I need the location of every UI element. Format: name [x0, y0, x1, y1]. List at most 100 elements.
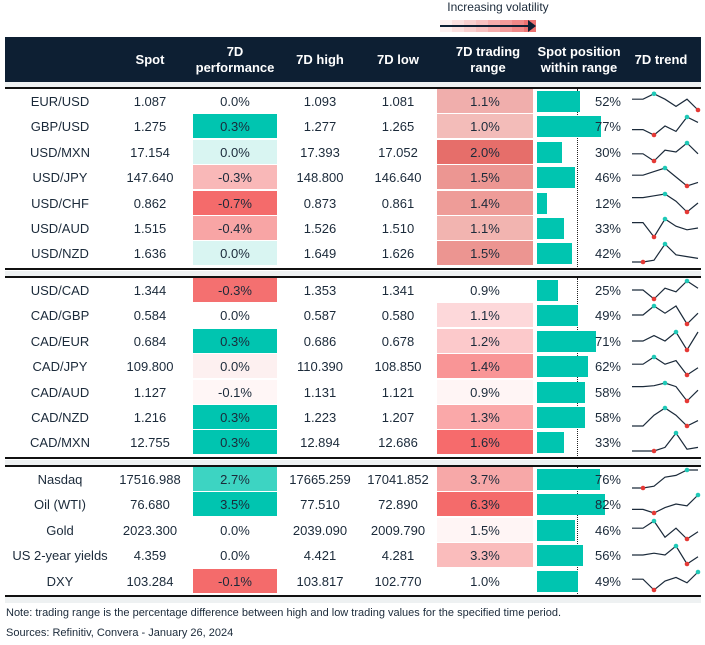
trend-sparkline	[632, 431, 699, 454]
position-value: 49%	[594, 573, 621, 589]
range-value: 1.1%	[437, 89, 533, 113]
col-low: 7D low	[377, 51, 419, 67]
trend-line	[632, 93, 699, 111]
trend-sparkline	[632, 354, 699, 378]
position-value: 71%	[594, 333, 621, 349]
trend-max-dot	[662, 380, 668, 385]
trend-max-dot	[662, 191, 668, 196]
trend-min-dot	[684, 398, 690, 403]
trend-min-dot	[684, 536, 690, 542]
trend-line	[632, 494, 699, 515]
spot-value: 17516.988	[119, 472, 181, 487]
instrument-name: CAD/GBP	[30, 308, 90, 324]
volatility-legend-label: Increasing volatility	[447, 0, 549, 14]
low-value: 2009.790	[370, 522, 426, 538]
spot-value: 2023.300	[122, 522, 178, 538]
trend-min-dot	[684, 347, 690, 353]
low-value: 146.640	[374, 170, 422, 186]
spot-value: 1.344	[133, 283, 167, 298]
position-bar	[537, 305, 578, 327]
trend-sparkline	[632, 380, 699, 403]
position-value: 58%	[594, 384, 621, 400]
trend-line	[632, 192, 699, 213]
low-value: 17041.852	[367, 472, 429, 487]
range-value: 1.1%	[437, 303, 533, 328]
spot-value: 103.284	[126, 573, 174, 589]
table-row: CAD/EUR 0.684 0.3% 0.686 0.678 1.2% 71%	[5, 328, 701, 354]
table-row: EUR/USD 1.087 0.0% 1.093 1.081 1.1% 52%	[5, 89, 701, 114]
performance-value: 0.0%	[193, 354, 277, 379]
performance-value: 0.3%	[193, 405, 277, 429]
table-row: USD/CAD 1.344 -0.3% 1.353 1.341 0.9% 25%	[5, 278, 701, 303]
low-value: 17.052	[378, 144, 418, 160]
low-value: 102.770	[374, 573, 422, 589]
col-performance: 7D performance	[195, 43, 275, 75]
instrument-name: CAD/JPY	[32, 359, 88, 375]
trend-max-dot	[684, 278, 690, 284]
midpoint-line	[577, 467, 578, 594]
performance-value: 2.7%	[193, 467, 277, 491]
high-value: 148.800	[296, 170, 344, 186]
instrument-name: USD/MXN	[30, 144, 90, 160]
group-spacer	[5, 460, 701, 467]
low-value: 1.510	[381, 221, 415, 236]
trend-line	[632, 407, 699, 427]
group-spacer	[5, 82, 701, 89]
trend-min-dot	[684, 561, 690, 567]
trend-min-dot	[684, 322, 690, 327]
trend-max-dot	[673, 543, 679, 549]
trend-max-dot	[662, 405, 668, 411]
range-value: 3.7%	[437, 467, 533, 491]
table-row: Nasdaq 17516.988 2.7% 17665.259 17041.852 3.7…	[5, 467, 701, 492]
range-value: 0.9%	[437, 278, 533, 302]
position-value: 76%	[594, 472, 621, 487]
position-bar	[537, 494, 606, 516]
high-value: 1.353	[303, 283, 337, 298]
col-trend: 7D trend	[634, 51, 688, 67]
range-value: 1.5%	[437, 517, 533, 542]
position-value: 49%	[594, 308, 621, 324]
instrument-name: Gold	[46, 522, 74, 538]
trend-sparkline	[632, 329, 699, 353]
performance-value: 0.3%	[193, 430, 277, 455]
trend-max-dot	[684, 140, 690, 146]
table-row: USD/NZD 1.636 0.0% 1.649 1.626 1.5% 42%	[5, 241, 701, 266]
spot-value: 0.584	[133, 308, 167, 324]
position-bar	[537, 218, 565, 239]
high-value: 17.393	[300, 144, 340, 160]
trend-max-dot	[673, 329, 679, 335]
midpoint-line	[577, 89, 578, 267]
spot-value: 0.684	[133, 333, 167, 349]
instrument-name: CAD/EUR	[30, 333, 90, 349]
high-value: 4.421	[303, 548, 337, 564]
trend-line	[632, 218, 699, 239]
range-value: 1.0%	[437, 114, 533, 139]
performance-value: 0.3%	[193, 114, 277, 139]
low-value: 108.850	[374, 359, 422, 375]
trend-min-dot	[651, 511, 657, 516]
group-spacer	[5, 597, 701, 603]
range-value: 3.3%	[437, 543, 533, 568]
range-value: 0.9%	[437, 379, 533, 404]
instrument-name: USD/CAD	[30, 283, 90, 298]
position-value: 33%	[594, 435, 621, 451]
instrument-name: CAD/AUD	[30, 384, 90, 400]
position-value: 30%	[594, 144, 621, 160]
range-value: 1.5%	[437, 241, 533, 266]
trend-min-dot	[651, 296, 657, 302]
position-value: 46%	[594, 522, 621, 538]
position-value: 82%	[594, 497, 621, 513]
spot-value: 76.680	[130, 497, 170, 513]
position-value: 62%	[594, 359, 621, 375]
instrument-name: CAD/NZD	[31, 410, 89, 425]
performance-value: -0.3%	[193, 278, 277, 302]
instrument-name: USD/CHF	[31, 195, 89, 211]
trend-sparkline	[632, 278, 699, 302]
instrument-name: US 2-year yields	[12, 548, 108, 564]
table-row: DXY 103.284 -0.1% 103.817 102.770 1.0% 49%	[5, 568, 701, 594]
table-row: Oil (WTI) 76.680 3.5% 77.510 72.890 6.3% 82%	[5, 492, 701, 517]
low-value: 1.121	[381, 384, 415, 400]
high-value: 1.277	[303, 119, 337, 135]
trend-sparkline	[632, 543, 699, 567]
